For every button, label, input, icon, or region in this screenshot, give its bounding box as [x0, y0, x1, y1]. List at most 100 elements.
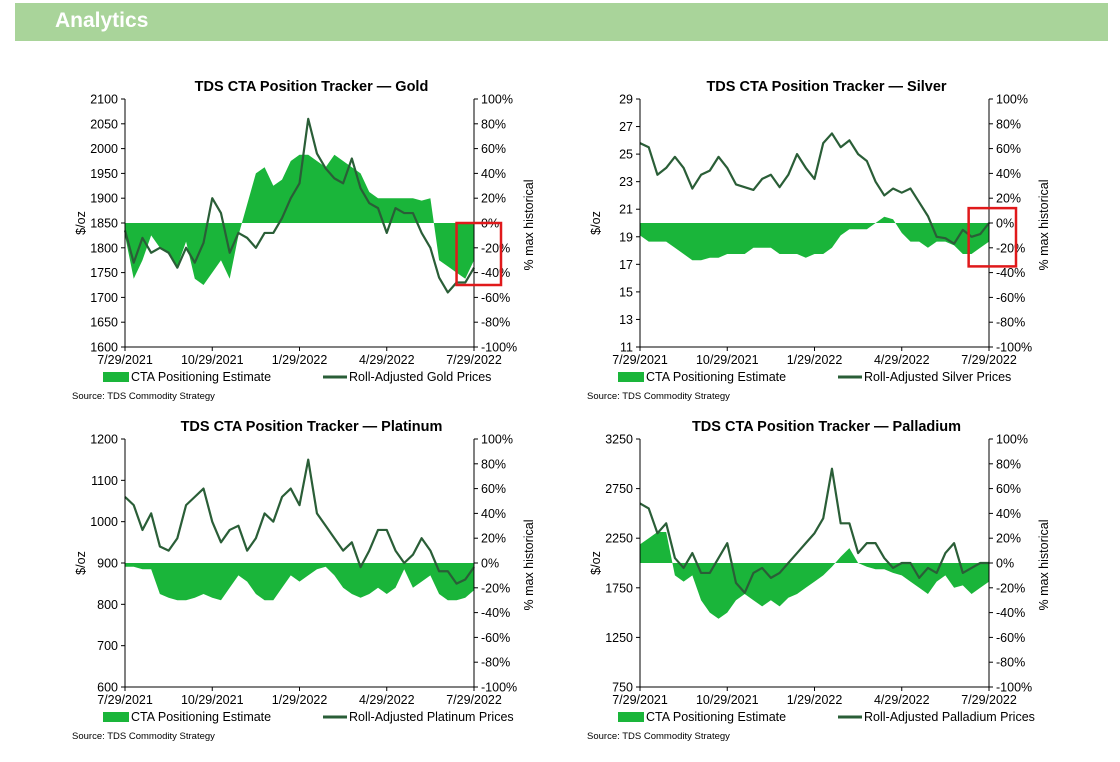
y2-tick-label: -100% — [996, 681, 1032, 695]
y-tick-label: 1700 — [90, 291, 118, 305]
highlight-box — [967, 206, 1018, 268]
y2-tick-label: 20% — [481, 532, 506, 546]
y-tick-label: 700 — [97, 639, 118, 653]
price-line — [639, 467, 989, 594]
x-tick-label: 10/29/2021 — [696, 693, 759, 707]
x-tick-label: 1/29/2022 — [787, 353, 843, 367]
y-tick-label: 29 — [619, 93, 633, 107]
chart-title: TDS CTA Position Tracker — Gold — [195, 79, 429, 95]
y2-tick-label: -100% — [996, 341, 1032, 355]
chart-panel-gold: TDS CTA Position Tracker — Gold 2100 2050 2… — [65, 72, 605, 422]
y-tick-label: 1600 — [90, 341, 118, 355]
source-note: Source: TDS Commodity Strategy — [587, 731, 730, 742]
y2-tick-label: 60% — [481, 482, 506, 496]
y2-tick-label: 80% — [481, 457, 506, 471]
cta-positioning-area — [125, 154, 474, 285]
x-tick-label: 1/29/2022 — [272, 693, 328, 707]
y2-axis-label: % max historical — [1037, 180, 1051, 271]
y-tick-label: 2750 — [605, 482, 633, 496]
legend-area-swatch — [618, 372, 644, 382]
y-tick-label: 1650 — [90, 316, 118, 330]
y-tick-label: 1100 — [91, 474, 118, 488]
y-tick-label: 1900 — [90, 192, 118, 206]
y-tick-label: 21 — [619, 203, 633, 217]
y2-tick-label: 80% — [481, 117, 506, 131]
y2-tick-label: 20% — [996, 532, 1021, 546]
x-tick-label: 4/29/2022 — [359, 693, 415, 707]
source-note: Source: TDS Commodity Strategy — [587, 391, 730, 402]
x-tick-label: 7/29/2021 — [612, 693, 668, 707]
y-axis-label: $/oz — [74, 211, 88, 235]
y2-tick-label: -60% — [481, 631, 510, 645]
y-tick-label: 13 — [619, 313, 633, 327]
chart-title: TDS CTA Position Tracker — Palladium — [692, 419, 961, 435]
y-tick-label: 15 — [619, 285, 633, 299]
y-tick-label: 1800 — [90, 241, 118, 255]
y2-tick-label: 40% — [481, 507, 506, 521]
y2-tick-label: -80% — [996, 316, 1025, 330]
y-tick-label: 1200 — [90, 433, 118, 447]
x-tick-label: 4/29/2022 — [359, 353, 415, 367]
chart-svg: TDS CTA Position Tracker — Palladium 3250… — [587, 419, 1051, 742]
y2-axis-label: % max historical — [522, 520, 536, 611]
y-axis-label: $/oz — [589, 551, 603, 575]
chart-svg: TDS CTA Position Tracker — Gold 2100 2050 2… — [72, 79, 536, 402]
y2-tick-label: -40% — [996, 266, 1025, 280]
y2-axis-label: % max historical — [1037, 520, 1051, 611]
x-tick-label: 7/29/2022 — [446, 693, 502, 707]
x-tick-label: 7/29/2021 — [97, 693, 153, 707]
y-tick-label: 1750 — [605, 581, 633, 595]
y-tick-label: 27 — [619, 120, 633, 134]
y2-tick-label: -20% — [481, 241, 510, 255]
chart-panel-palladium: TDS CTA Position Tracker — Palladium 3250… — [580, 412, 1120, 762]
y-tick-label: 23 — [619, 175, 633, 189]
source-note: Source: TDS Commodity Strategy — [72, 391, 215, 402]
y2-tick-label: 100% — [996, 93, 1028, 107]
x-tick-label: 7/29/2022 — [446, 353, 502, 367]
y2-tick-label: -20% — [481, 581, 510, 595]
y2-axis-label: % max historical — [522, 180, 536, 271]
y-tick-label: 1850 — [90, 217, 118, 231]
y2-tick-label: 20% — [996, 192, 1021, 206]
legend-line-label: Roll-Adjusted Platinum Prices — [349, 710, 514, 724]
legend-line-label: Roll-Adjusted Silver Prices — [864, 370, 1011, 384]
x-tick-label: 1/29/2022 — [787, 693, 843, 707]
y-tick-label: 2100 — [90, 93, 118, 107]
y-tick-label: 17 — [619, 258, 633, 272]
banner-title: Analytics — [55, 9, 149, 32]
y-tick-label: 800 — [97, 598, 118, 612]
chart-title: TDS CTA Position Tracker — Platinum — [181, 419, 443, 435]
y2-tick-label: 100% — [996, 433, 1028, 447]
x-tick-label: 7/29/2022 — [961, 693, 1017, 707]
y2-tick-label: -60% — [996, 631, 1025, 645]
legend-area-label: CTA Positioning Estimate — [131, 710, 271, 724]
y-tick-label: 3250 — [605, 433, 633, 447]
y2-tick-label: 60% — [996, 482, 1021, 496]
x-tick-label: 10/29/2021 — [181, 353, 244, 367]
chart-panel-platinum: TDS CTA Position Tracker — Platinum 1200 1… — [65, 412, 605, 762]
y2-tick-label: -60% — [481, 291, 510, 305]
y-tick-label: 2050 — [90, 117, 118, 131]
y2-tick-label: 40% — [481, 167, 506, 181]
chart-title: TDS CTA Position Tracker — Silver — [706, 79, 946, 95]
y2-tick-label: 100% — [481, 93, 513, 107]
y-tick-label: 25 — [619, 148, 633, 162]
x-tick-label: 10/29/2021 — [181, 693, 244, 707]
y2-tick-label: 40% — [996, 507, 1021, 521]
y-tick-label: 1950 — [90, 167, 118, 181]
y-tick-label: 1250 — [605, 631, 633, 645]
y2-tick-label: 0% — [481, 557, 499, 571]
price-line — [124, 458, 475, 585]
x-tick-label: 10/29/2021 — [696, 353, 759, 367]
x-tick-label: 7/29/2021 — [97, 353, 153, 367]
source-note: Source: TDS Commodity Strategy — [72, 731, 215, 742]
y2-tick-label: -20% — [996, 241, 1025, 255]
y-tick-label: 1000 — [90, 515, 118, 529]
price-line — [639, 132, 990, 245]
legend-line-label: Roll-Adjusted Palladium Prices — [864, 710, 1035, 724]
legend-area-label: CTA Positioning Estimate — [646, 710, 786, 724]
y-tick-label: 19 — [619, 230, 633, 244]
y-tick-label: 2250 — [605, 532, 633, 546]
x-tick-label: 4/29/2022 — [874, 693, 930, 707]
legend-line-label: Roll-Adjusted Gold Prices — [349, 370, 491, 384]
